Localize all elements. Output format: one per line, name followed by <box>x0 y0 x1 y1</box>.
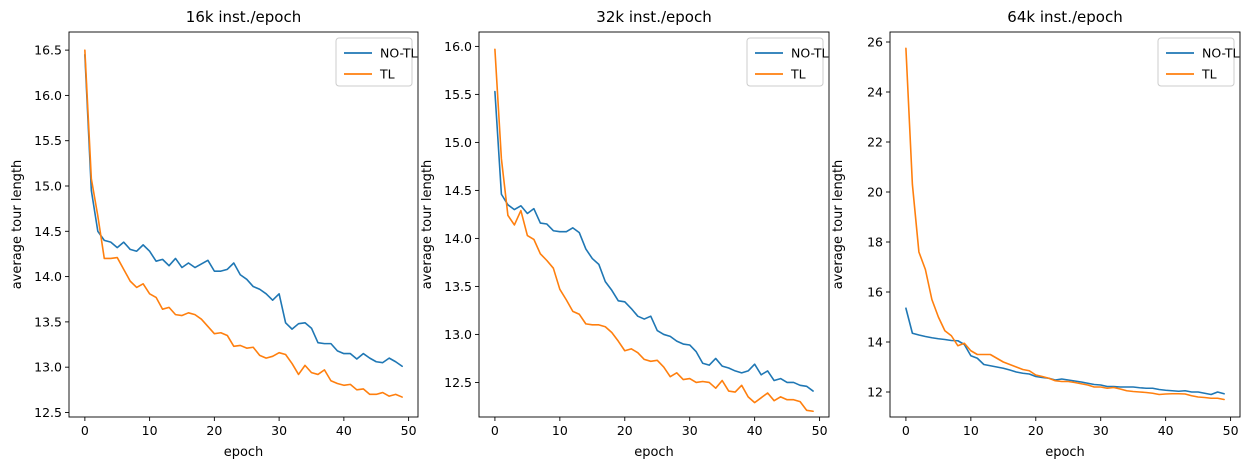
legend: NO-TL TL <box>746 37 829 87</box>
x-tick-label: 0 <box>81 423 89 438</box>
x-tick-label: 20 <box>1028 423 1044 438</box>
y-tick-label: 26 <box>867 35 883 50</box>
series-line-tl <box>84 49 403 398</box>
y-tick-label: 16.5 <box>34 43 62 58</box>
x-tick-label: 20 <box>206 423 222 438</box>
x-tick-label: 40 <box>1158 423 1174 438</box>
subplot-1: 16k inst./epoch 0 10 20 30 40 50 12.5 13.0 13.5 14… <box>10 8 419 460</box>
legend-label-no-tl: NO-TL <box>1202 46 1240 61</box>
axes-frame <box>68 31 419 418</box>
y-tick-label: 24 <box>867 85 883 100</box>
legend: NO-TL TL <box>1157 37 1240 87</box>
y-tick-label: 12.5 <box>444 375 472 390</box>
legend-label-tl: TL <box>379 67 395 82</box>
series-line-tl <box>494 48 814 413</box>
legend-label-no-tl: NO-TL <box>380 46 418 61</box>
series-line-no-tl <box>905 307 1225 396</box>
y-tick-label: 15.0 <box>444 135 472 150</box>
y-axis-label: average tour length <box>420 160 435 290</box>
subplot-3: 64k inst./epoch 0 10 20 30 40 50 12 14 16 18 20 22 24… <box>831 8 1241 460</box>
axes-frame <box>889 31 1241 418</box>
x-tick-label: 10 <box>552 423 568 438</box>
chart-title: 32k inst./epoch <box>596 8 711 26</box>
y-axis-label: average tour length <box>10 160 25 290</box>
series-line-tl <box>905 47 1225 401</box>
y-axis-label: average tour length <box>831 160 846 290</box>
y-tick-label: 16.0 <box>444 39 472 54</box>
x-tick-label: 50 <box>401 423 417 438</box>
y-tick-label: 15.5 <box>34 133 62 148</box>
y-tick-label: 13.5 <box>34 314 62 329</box>
x-tick-label: 0 <box>491 423 499 438</box>
y-tick-label: 14.5 <box>34 224 62 239</box>
x-tick-label: 40 <box>747 423 763 438</box>
x-tick-label: 50 <box>1223 423 1239 438</box>
x-axis-label: epoch <box>634 445 674 460</box>
x-tick-label: 50 <box>812 423 828 438</box>
y-tick-label: 12 <box>867 385 883 400</box>
y-tick-label: 16.0 <box>34 88 62 103</box>
x-tick-label: 30 <box>1093 423 1109 438</box>
x-tick-label: 10 <box>142 423 158 438</box>
y-tick-label: 14 <box>867 335 883 350</box>
y-tick-label: 16 <box>867 285 883 300</box>
x-tick-label: 20 <box>617 423 633 438</box>
legend-label-tl: TL <box>1201 67 1217 82</box>
legend: NO-TL TL <box>335 37 418 87</box>
y-tick-label: 14.0 <box>34 269 62 284</box>
y-tick-label: 12.5 <box>34 405 62 420</box>
chart-title: 64k inst./epoch <box>1007 8 1122 26</box>
y-tick-label: 14.5 <box>444 183 472 198</box>
x-tick-label: 0 <box>902 423 910 438</box>
x-tick-label: 30 <box>271 423 287 438</box>
y-tick-label: 13.0 <box>444 327 472 342</box>
series-line-no-tl <box>494 90 814 392</box>
x-tick-label: 40 <box>336 423 352 438</box>
legend-label-no-tl: NO-TL <box>791 46 829 61</box>
subplot-2: 32k inst./epoch 0 10 20 30 40 50 12.5 13.0 13.5 14… <box>420 8 830 460</box>
y-tick-label: 15.0 <box>34 179 62 194</box>
x-axis-label: epoch <box>224 445 264 460</box>
chart-title: 16k inst./epoch <box>186 8 301 26</box>
x-tick-label: 30 <box>682 423 698 438</box>
y-tick-label: 13.5 <box>444 279 472 294</box>
y-tick-label: 18 <box>867 235 883 250</box>
legend-label-tl: TL <box>790 67 806 82</box>
y-tick-label: 15.5 <box>444 87 472 102</box>
y-tick-label: 13.0 <box>34 360 62 375</box>
y-tick-label: 20 <box>867 185 883 200</box>
y-tick-label: 14.0 <box>444 231 472 246</box>
y-tick-label: 22 <box>867 135 883 150</box>
series-line-no-tl <box>84 53 403 368</box>
x-tick-label: 10 <box>963 423 979 438</box>
x-axis-label: epoch <box>1045 445 1085 460</box>
axes-frame <box>478 31 830 418</box>
